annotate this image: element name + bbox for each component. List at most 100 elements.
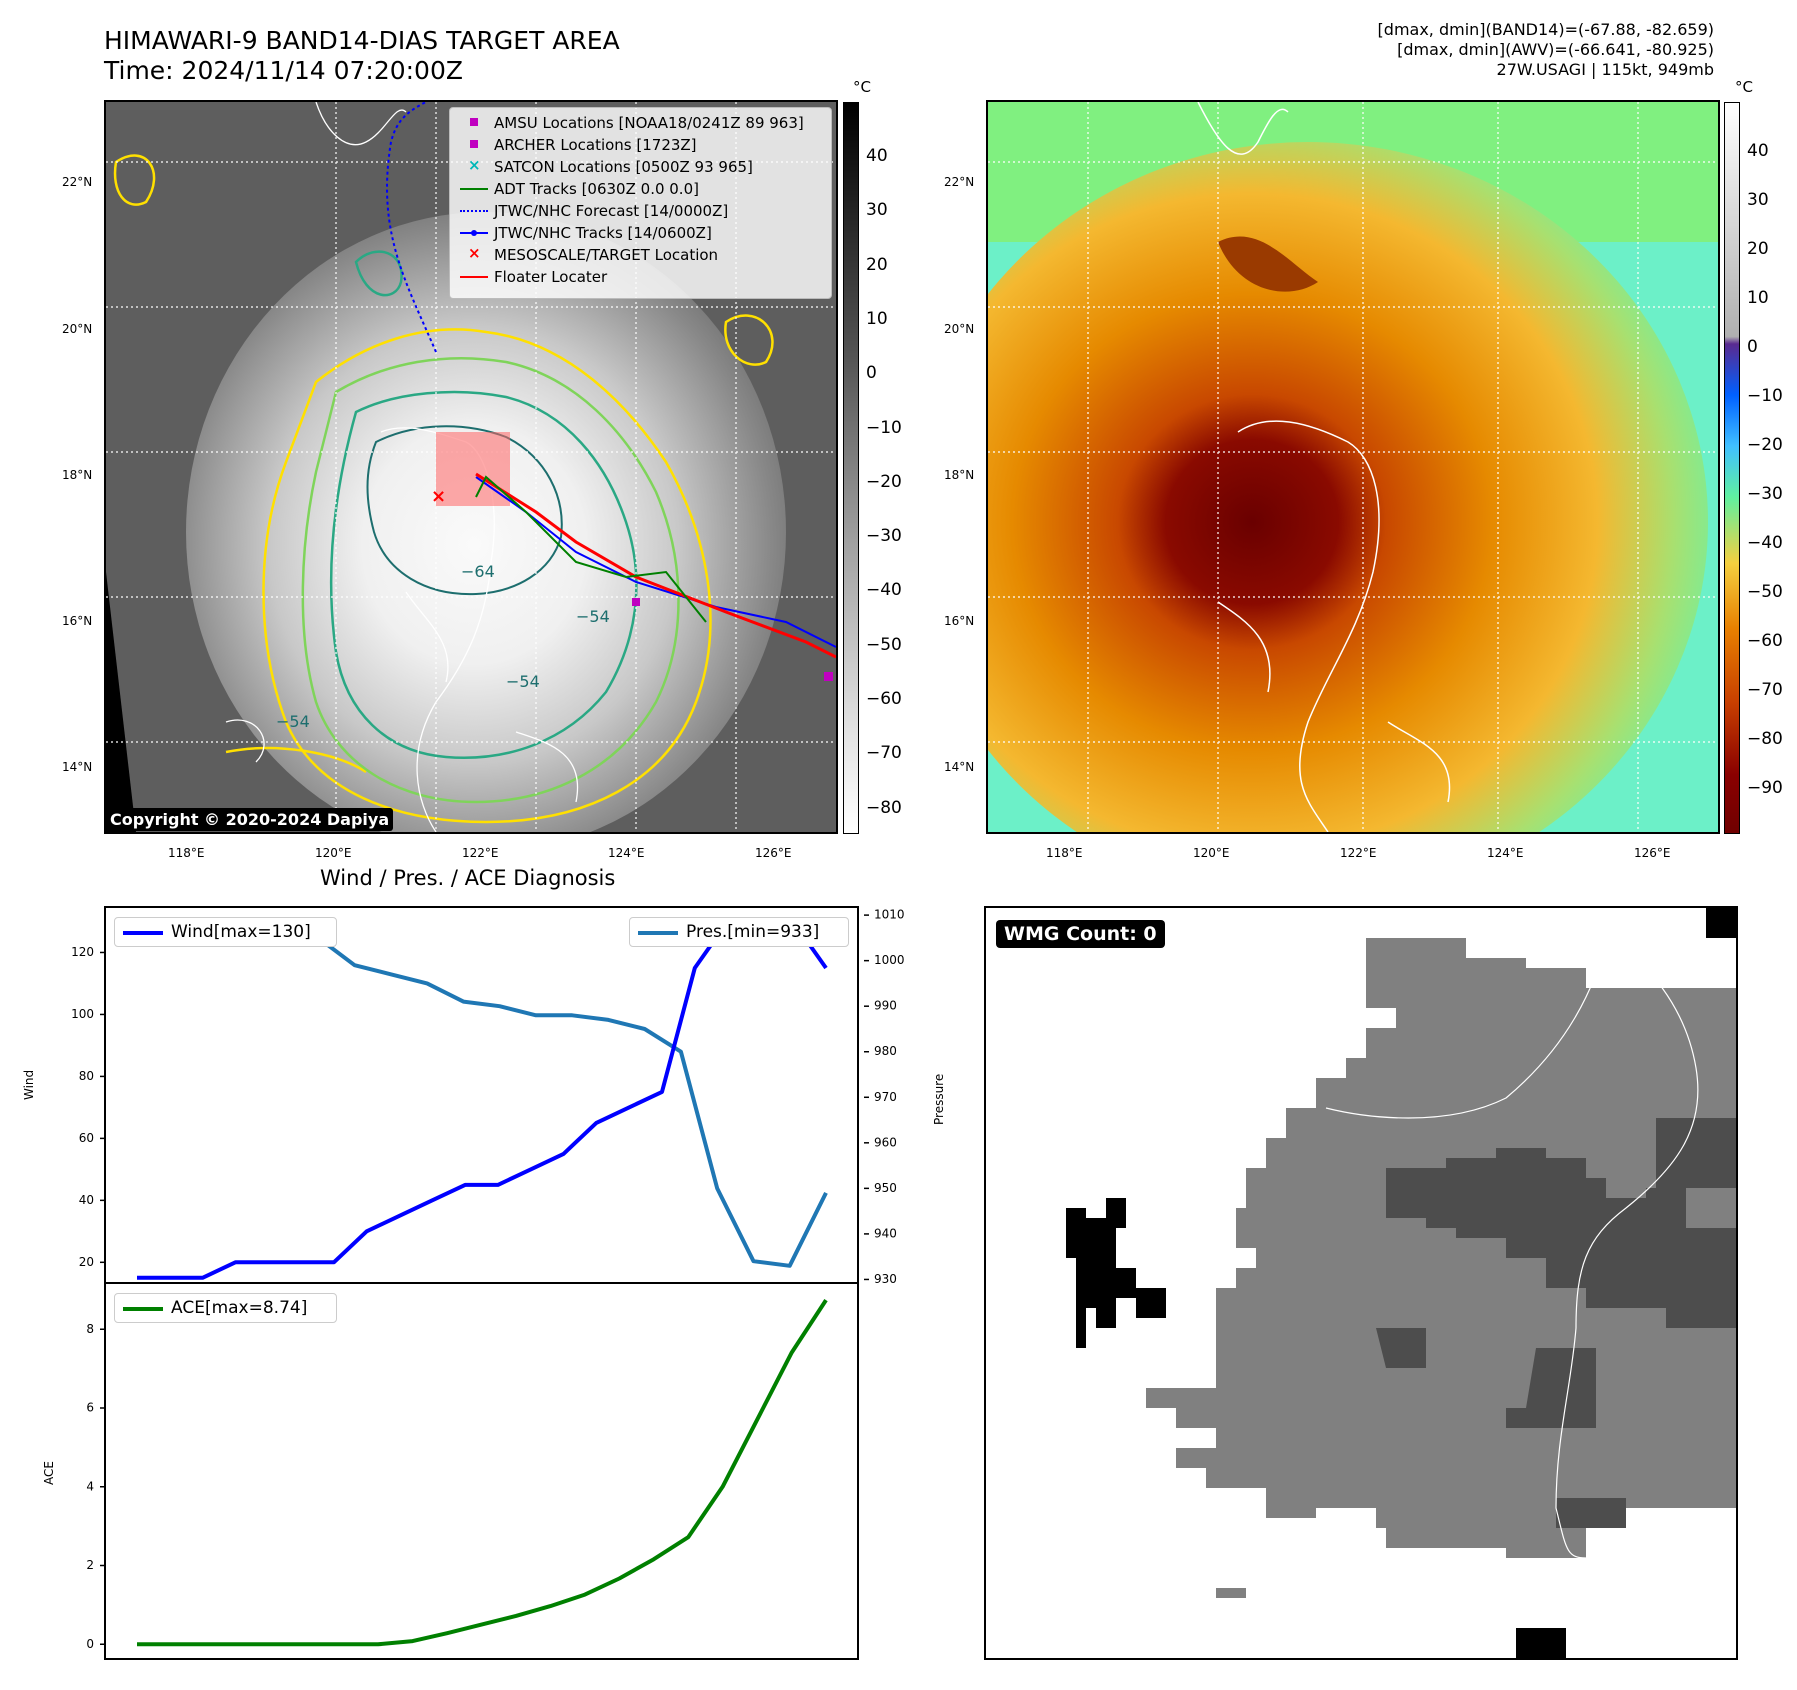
awv-stats: [dmax, dmin](AWV)=(-66.641, -80.925) — [1397, 40, 1714, 59]
awv-colorbar-unit: °C — [1735, 78, 1753, 96]
wind-axis-label: Wind — [22, 1069, 36, 1100]
band14-stats: [dmax, dmin](BAND14)=(-67.88, -82.659) — [1377, 20, 1714, 39]
title-line-1: HIMAWARI-9 BAND14-DIAS TARGET AREA — [104, 26, 620, 55]
lat-tick: 16°N — [944, 614, 975, 628]
contour-darkteal — [366, 425, 563, 596]
awv-colorbar-tick: −90 — [1747, 778, 1783, 798]
ir-colorbar-tick: 10 — [866, 308, 888, 329]
ace-tick: 8 — [86, 1322, 94, 1336]
awv-map — [988, 102, 1718, 832]
awv-colorbar-tick: −80 — [1747, 729, 1783, 749]
pres-legend: Pres.[min=933] — [629, 917, 849, 947]
figure-title: HIMAWARI-9 BAND14-DIAS TARGET AREA Time:… — [104, 26, 620, 86]
wmg-region-dark — [1656, 1118, 1736, 1188]
awv-map-panel — [986, 100, 1720, 834]
legend-label: SATCON Locations [0500Z 93 965] — [494, 158, 753, 176]
wmg-map — [1066, 908, 1736, 1658]
legend-x-icon: × — [468, 244, 481, 262]
wmg-region-black — [1706, 908, 1736, 938]
legend-square-icon — [460, 137, 488, 153]
lat-tick: 22°N — [62, 175, 93, 189]
storm-info: 27W.USAGI | 115kt, 949mb — [1496, 60, 1714, 79]
awv-colorbar-tick: 20 — [1747, 239, 1769, 259]
lat-tick: 18°N — [62, 468, 93, 482]
wmg-region-black — [1516, 1628, 1566, 1658]
pressure-tick: 990 — [874, 999, 897, 1013]
pres-legend-label: Pres.[min=933] — [686, 922, 820, 942]
title-line-2: Time: 2024/11/14 07:20:00Z — [104, 56, 463, 85]
lat-tick: 20°N — [62, 322, 93, 336]
contour-label: −54 — [506, 672, 540, 691]
wind-tick: 40 — [79, 1193, 94, 1207]
awv-colorbar-tick: −30 — [1747, 484, 1783, 504]
ir-colorbar-unit: °C — [853, 78, 871, 96]
awv-colorbar-tick: −50 — [1747, 582, 1783, 602]
ir-colorbar-tick: −20 — [866, 471, 902, 492]
wind-tick: 80 — [79, 1069, 94, 1083]
awv-colorbar-tick: −60 — [1747, 631, 1783, 651]
contour-label: −54 — [276, 712, 310, 731]
legend-label: Floater Locater — [494, 268, 608, 286]
forecast-track — [386, 102, 437, 353]
copyright-badge: Copyright © 2020-2024 Dapiya — [106, 808, 394, 831]
wind-tick: 120 — [71, 945, 94, 959]
lon-tick: 122°E — [462, 846, 499, 860]
pressure-tick: 980 — [874, 1044, 897, 1058]
floater-track — [475, 472, 836, 659]
awv-colorbar-tick: −70 — [1747, 680, 1783, 700]
ir-colorbar-tick: 20 — [866, 254, 888, 275]
pressure-tick: 930 — [874, 1272, 897, 1286]
wmg-coastline — [1325, 937, 1699, 1559]
awv-colorbar-tick: −40 — [1747, 533, 1783, 553]
pressure-tick: 960 — [874, 1135, 897, 1149]
legend-dotted-icon — [460, 203, 488, 219]
awv-colorbar-tick: −20 — [1747, 435, 1783, 455]
ace-legend-label: ACE[max=8.74] — [171, 1298, 308, 1318]
contour-label: −54 — [576, 607, 610, 626]
ir-colorbar-tick: 40 — [866, 146, 888, 166]
lon-tick: 120°E — [315, 846, 352, 860]
stats-header: [dmax, dmin](BAND14)=(-67.88, -82.659) [… — [1378, 20, 1714, 80]
lat-tick: 14°N — [62, 760, 93, 774]
ir-colorbar-tick: −80 — [866, 797, 902, 818]
legend-linedot-icon — [460, 225, 488, 241]
ir-colorbar-tick: −40 — [866, 580, 902, 601]
ir-colorbar-tick: −50 — [866, 634, 902, 655]
wind-tick: 60 — [79, 1131, 94, 1145]
pressure-series-line — [137, 922, 828, 1268]
pressure-tick: 940 — [874, 1226, 897, 1240]
legend-label: JTWC/NHC Tracks [14/0600Z] — [494, 224, 712, 242]
ace-series-line — [137, 1299, 828, 1647]
legend-square-icon — [460, 115, 488, 131]
lat-tick: 22°N — [944, 175, 975, 189]
ace-panel — [104, 1282, 859, 1660]
ir-colorbar-tick: −60 — [866, 689, 902, 709]
ace-legend-line — [123, 1307, 163, 1311]
ace-tick: 2 — [86, 1558, 94, 1572]
lon-tick: 118°E — [1046, 846, 1083, 860]
legend-line-icon — [460, 269, 488, 285]
awv-coastline — [1197, 102, 1451, 832]
ir-map-panel: × −64 −54 −54 −54 AMSU Locations [NOAA18… — [104, 100, 838, 834]
amsu-marker — [632, 598, 640, 606]
legend-label: MESOSCALE/TARGET Location — [494, 246, 719, 264]
contour-labels: −64 −54 −54 −54 — [276, 562, 610, 731]
lat-tick: 20°N — [944, 322, 975, 336]
ir-colorbar-tick: 30 — [866, 200, 888, 221]
awv-colorbar-tick: 10 — [1747, 288, 1769, 308]
lon-tick: 120°E — [1193, 846, 1230, 860]
pressure-tick: 950 — [874, 1181, 897, 1195]
ir-colorbar-tick: −10 — [866, 417, 902, 438]
lon-tick: 126°E — [755, 846, 792, 860]
pressure-tick: 1010 — [874, 908, 905, 922]
ir-colorbar-tick: −70 — [866, 743, 902, 764]
awv-dry-patch — [1218, 236, 1318, 292]
archer-marker — [824, 672, 833, 681]
legend-line-icon — [460, 181, 488, 197]
pressure-axis-label: Pressure — [932, 1073, 946, 1125]
diag-subtitle: Wind / Pres. / ACE Diagnosis — [320, 866, 616, 890]
wind-legend-line — [123, 931, 163, 935]
awv-colorbar-tick: −10 — [1747, 386, 1783, 406]
legend-x-icon: × — [468, 156, 481, 174]
wind-legend-label: Wind[max=130] — [171, 922, 311, 942]
